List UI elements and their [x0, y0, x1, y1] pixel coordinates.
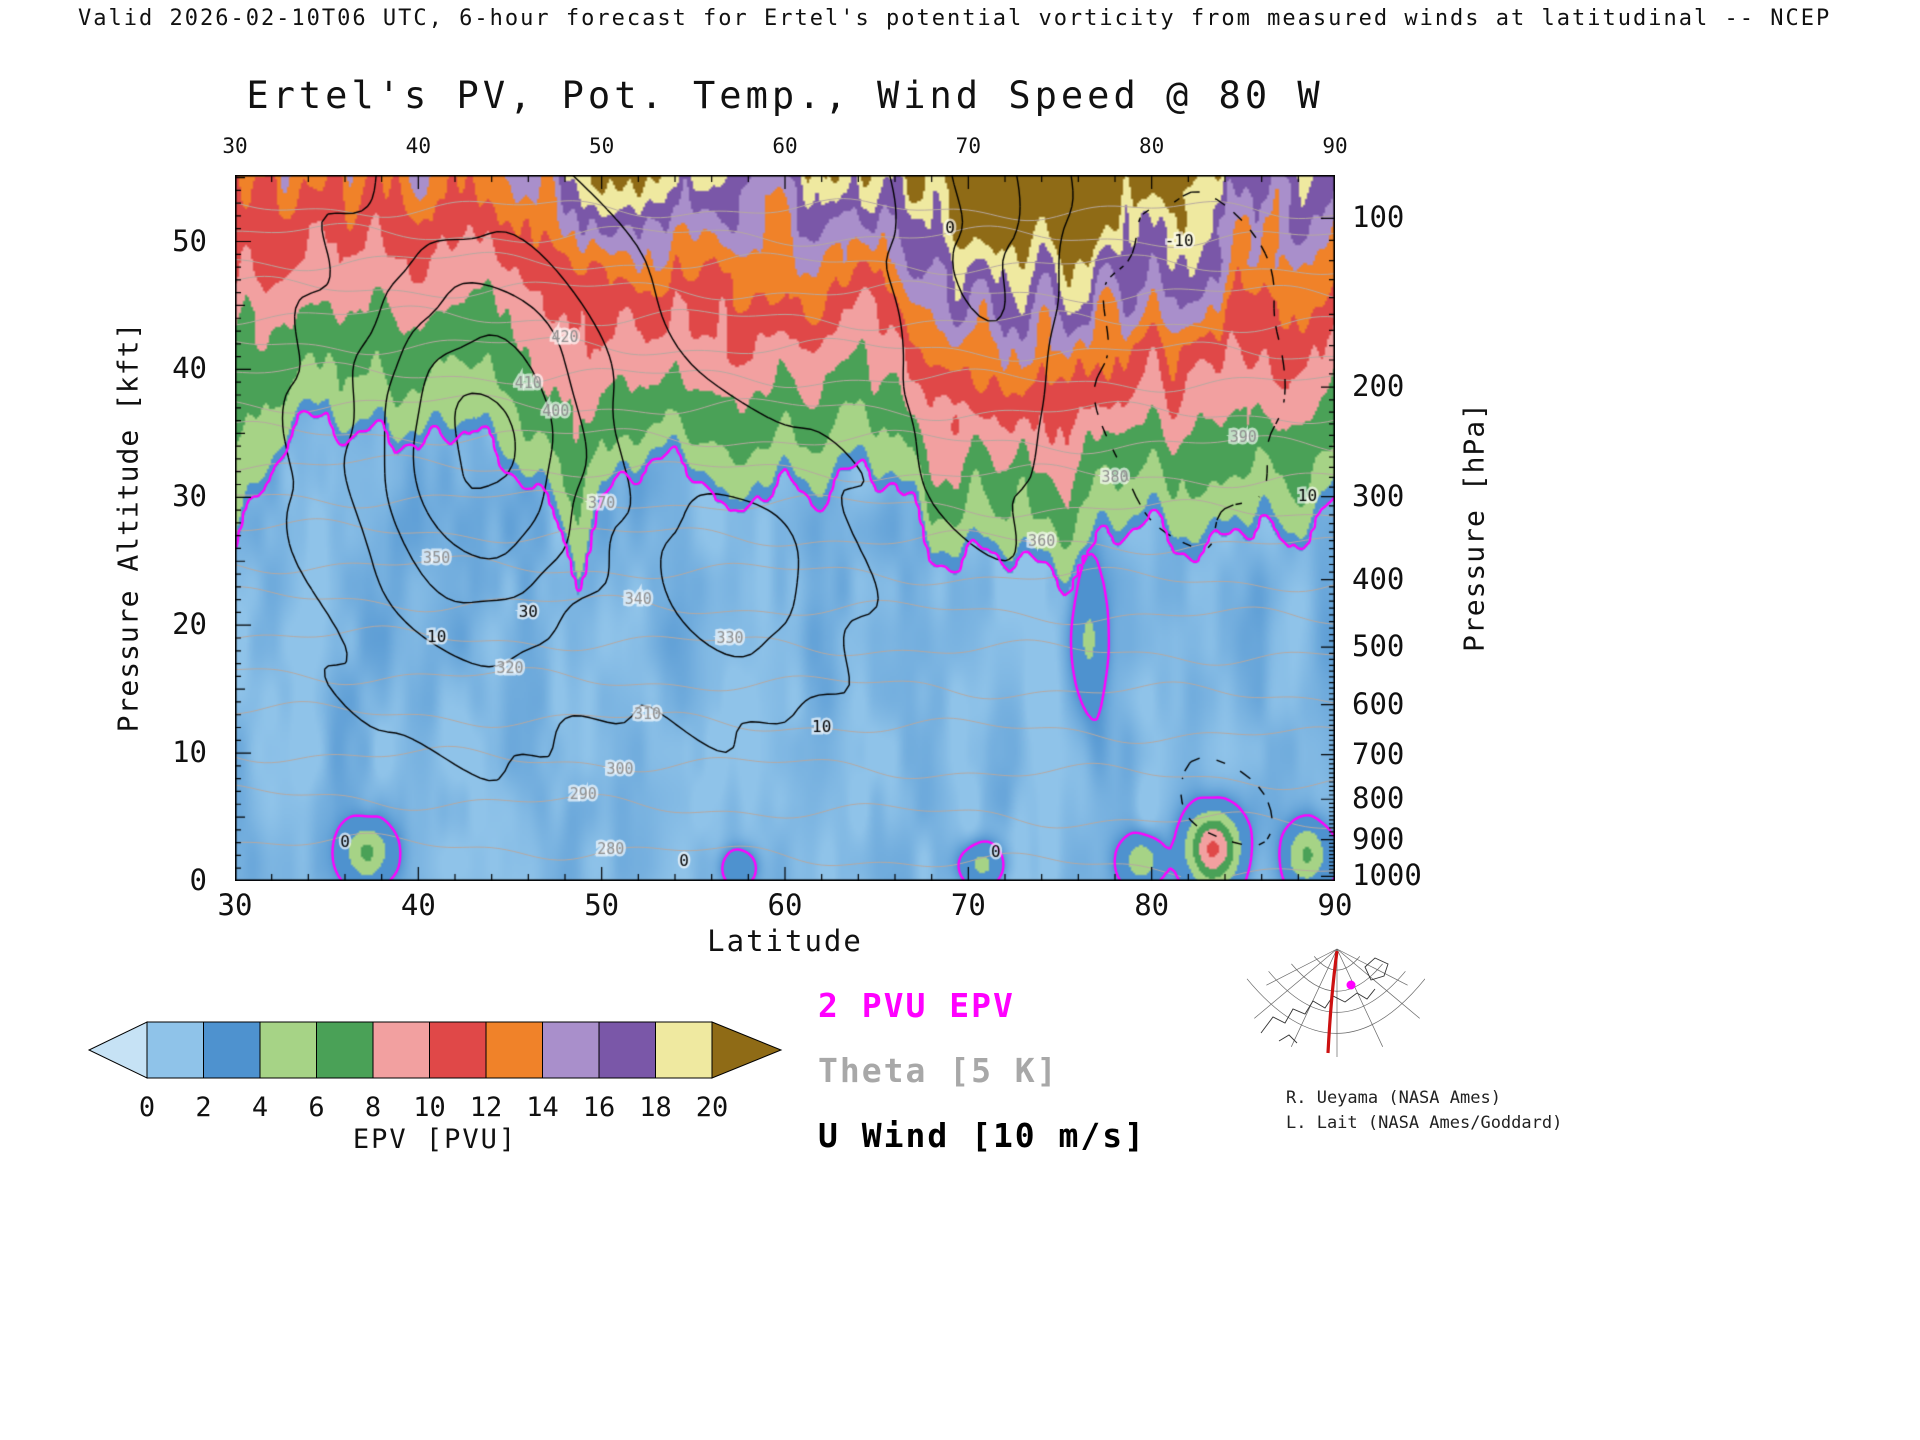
x-bottom-tick-label: 80 [1134, 888, 1170, 922]
x-top-tick-label: 50 [589, 134, 615, 158]
inset-location-marker [1346, 980, 1356, 990]
legend: 2 PVU EPV Theta [5 K] U Wind [10 m/s] [818, 986, 1146, 1181]
y-right-tick-label: 500 [1352, 629, 1405, 664]
colorbar-tick-label: 18 [639, 1092, 672, 1123]
colorbar-tick-label: 8 [364, 1092, 382, 1123]
colorbar-tick-label: 6 [308, 1092, 325, 1123]
x-bottom-tick-label: 40 [400, 888, 436, 922]
header-valid-text: Valid 2026-02-10T06 UTC, 6-hour forecast… [78, 6, 1832, 31]
x-top-tick-label: 80 [1139, 134, 1165, 158]
x-bottom-tick-label: 50 [584, 888, 620, 922]
x-top-tick-label: 40 [405, 134, 431, 158]
epv-colorbar [87, 1021, 783, 1079]
y-axis-right-title: Pressure [hPa] [1457, 401, 1491, 653]
y-right-tick-label: 100 [1352, 200, 1405, 235]
colorbar-tick-label: 4 [251, 1092, 269, 1123]
colorbar-tick-label: 16 [582, 1092, 616, 1123]
x-axis-title: Latitude [707, 924, 863, 958]
x-bottom-tick-label: 90 [1317, 888, 1353, 922]
colorbar-tick-label: 12 [469, 1092, 503, 1123]
y-right-tick-label: 300 [1352, 478, 1405, 513]
y-left-tick-label: 10 [172, 735, 207, 770]
colorbar-tick-label: 20 [695, 1092, 729, 1123]
colorbar-tick-label: 0 [138, 1092, 156, 1123]
colorbar-tick-label: 14 [526, 1092, 559, 1123]
y-left-tick-label: 40 [172, 351, 207, 386]
contour-overlay-canvas [235, 175, 1335, 881]
location-inset-map [1246, 948, 1425, 1057]
y-right-tick-label: 700 [1352, 736, 1405, 771]
colorbar-tick-labels: 0 2 4 6 8 10 12 14 16 18 20 [85, 1092, 785, 1123]
x-top-tick-label: 90 [1322, 134, 1348, 158]
inset-coastline [1260, 957, 1389, 1044]
colorbar-tick-label: 2 [195, 1092, 212, 1123]
plot-area [235, 175, 1335, 881]
y-right-tick-label: 800 [1352, 781, 1405, 816]
y-axis-left-tick-labels: 0 10 20 30 40 50 [0, 175, 207, 898]
inset-graticule [1246, 948, 1425, 1057]
y-axis-left-title: Pressure Altitude [kft] [111, 321, 145, 733]
x-bottom-tick-label: 70 [950, 888, 986, 922]
x-axis-bottom-tick-labels: 30 40 50 60 70 80 90 [218, 888, 1353, 922]
colorbar-title: EPV [PVU] [352, 1124, 518, 1155]
x-top-tick-label: 60 [772, 134, 798, 158]
y-left-tick-label: 50 [172, 223, 207, 258]
y-right-tick-label: 900 [1352, 821, 1405, 856]
credit-line-2: L. Lait (NASA Ames/Goddard) [1286, 1113, 1563, 1133]
credit-line-1: R. Ueyama (NASA Ames) [1286, 1088, 1501, 1108]
inset-cross-section-meridian [1326, 950, 1339, 1054]
y-right-tick-label: 600 [1352, 686, 1405, 721]
y-right-tick-label: 200 [1352, 369, 1405, 404]
y-left-tick-label: 0 [189, 863, 207, 897]
colorbar-tick-label: 10 [413, 1092, 446, 1123]
y-left-tick-label: 20 [172, 607, 207, 642]
x-axis-top-tick-labels: 30 40 50 60 70 80 90 [222, 134, 1347, 160]
legend-item-u-wind-10-m-s-: U Wind [10 m/s] [818, 1116, 1147, 1155]
y-left-tick-label: 30 [172, 479, 207, 514]
legend-item-theta-5-k-: Theta [5 K] [818, 1051, 1059, 1090]
y-right-tick-label: 1000 [1352, 858, 1422, 893]
x-top-tick-label: 70 [955, 134, 981, 158]
legend-item-2-pvu-epv: 2 PVU EPV [818, 986, 1015, 1025]
y-right-tick-label: 400 [1352, 561, 1405, 596]
x-bottom-tick-label: 60 [767, 888, 803, 922]
y-axis-right-tick-labels: 100 200 300 400 500 600 700 800 900 1000 [1352, 175, 1472, 892]
x-top-tick-label: 30 [222, 134, 248, 158]
chart-title: Ertel's PV, Pot. Temp., Wind Speed @ 80 … [246, 74, 1324, 117]
x-bottom-tick-label: 30 [217, 888, 253, 922]
